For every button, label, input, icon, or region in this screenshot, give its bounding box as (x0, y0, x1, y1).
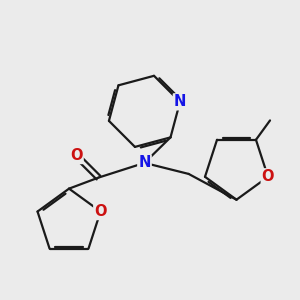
Text: O: O (262, 169, 274, 184)
Text: N: N (138, 155, 151, 170)
Text: O: O (94, 204, 107, 219)
Text: O: O (70, 148, 82, 163)
Text: N: N (174, 94, 186, 109)
